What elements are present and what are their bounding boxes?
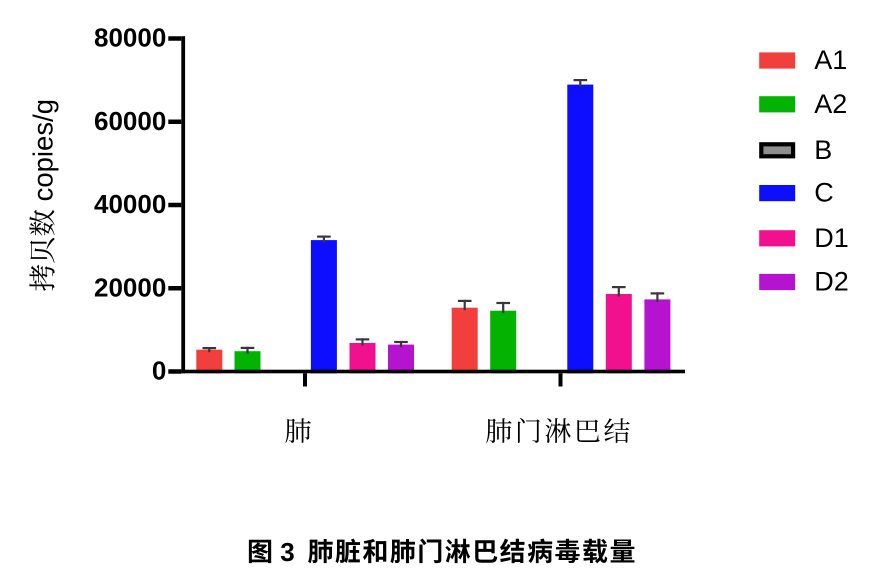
svg-text:D1: D1 [814, 223, 849, 253]
svg-text:C: C [814, 178, 834, 208]
svg-text:60000: 60000 [94, 106, 166, 136]
svg-text:A2: A2 [814, 89, 847, 119]
svg-text:B: B [814, 135, 832, 165]
svg-text:20000: 20000 [94, 272, 166, 302]
svg-text:40000: 40000 [94, 189, 166, 219]
svg-text:D2: D2 [814, 267, 849, 297]
svg-text:copies/g: copies/g [27, 99, 58, 201]
svg-text:0: 0 [152, 356, 166, 386]
svg-text:80000: 80000 [94, 23, 166, 53]
svg-text:3: 3 [280, 537, 294, 567]
svg-text:A1: A1 [814, 45, 847, 75]
